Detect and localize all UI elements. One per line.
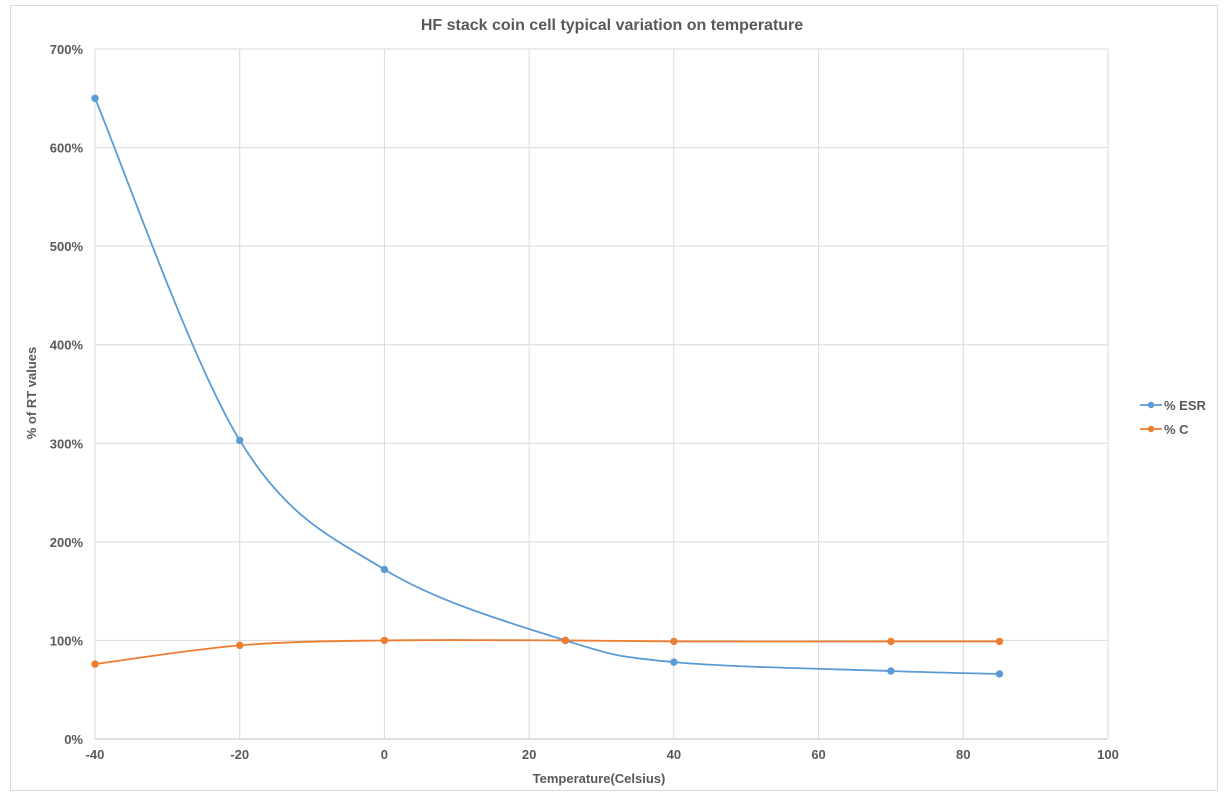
chart-border xyxy=(10,5,1218,791)
data-point-c xyxy=(236,641,244,650)
data-point-c xyxy=(995,637,1004,646)
legend: % ESR % C xyxy=(1140,398,1207,437)
data-point-c xyxy=(91,660,99,668)
y-tick-label: 600% xyxy=(50,141,84,156)
series-line-esr xyxy=(94,97,1000,675)
data-point-esr xyxy=(380,565,389,574)
chart-title: HF stack coin cell typical variation on … xyxy=(421,17,803,34)
x-tick-label: 100 xyxy=(1097,747,1119,762)
x-axis-title: Temperature(Celsius) xyxy=(533,771,666,786)
x-tick-label: -20 xyxy=(230,747,249,762)
series-layer xyxy=(91,94,1004,678)
y-tick-label: 100% xyxy=(50,633,84,648)
data-point-esr xyxy=(91,94,99,102)
y-axis-title: % of RT values xyxy=(24,347,39,439)
tick-layer: 0% 100% 200% 300% 400% 500% 600% 700% -40 -20 0 20 4… xyxy=(50,42,1119,762)
data-point-c xyxy=(380,636,389,645)
legend-label-c: % C xyxy=(1164,422,1189,437)
y-tick-label: 300% xyxy=(50,436,84,451)
data-point-esr xyxy=(995,670,1004,678)
data-point-c xyxy=(887,637,895,646)
y-tick-label: 700% xyxy=(50,42,84,57)
y-tick-label: 200% xyxy=(50,535,84,550)
legend-marker-c xyxy=(1147,425,1155,433)
x-tick-label: 20 xyxy=(522,747,536,762)
grid-layer xyxy=(94,48,1109,740)
data-point-esr xyxy=(887,667,895,675)
data-point-esr xyxy=(670,658,678,666)
data-point-esr xyxy=(236,436,244,445)
x-tick-label: -40 xyxy=(86,747,105,762)
y-tick-label: 0% xyxy=(64,732,83,747)
data-point-c xyxy=(561,636,570,645)
y-tick-label: 500% xyxy=(50,239,84,254)
x-tick-label: 40 xyxy=(667,747,681,762)
series-line-c xyxy=(94,639,1000,665)
x-tick-label: 0 xyxy=(381,747,388,762)
y-tick-label: 400% xyxy=(50,338,84,353)
x-tick-label: 60 xyxy=(811,747,825,762)
data-point-c xyxy=(670,637,678,646)
x-tick-label: 80 xyxy=(956,747,970,762)
legend-label-esr: % ESR xyxy=(1164,398,1207,413)
legend-marker-esr xyxy=(1147,401,1155,409)
